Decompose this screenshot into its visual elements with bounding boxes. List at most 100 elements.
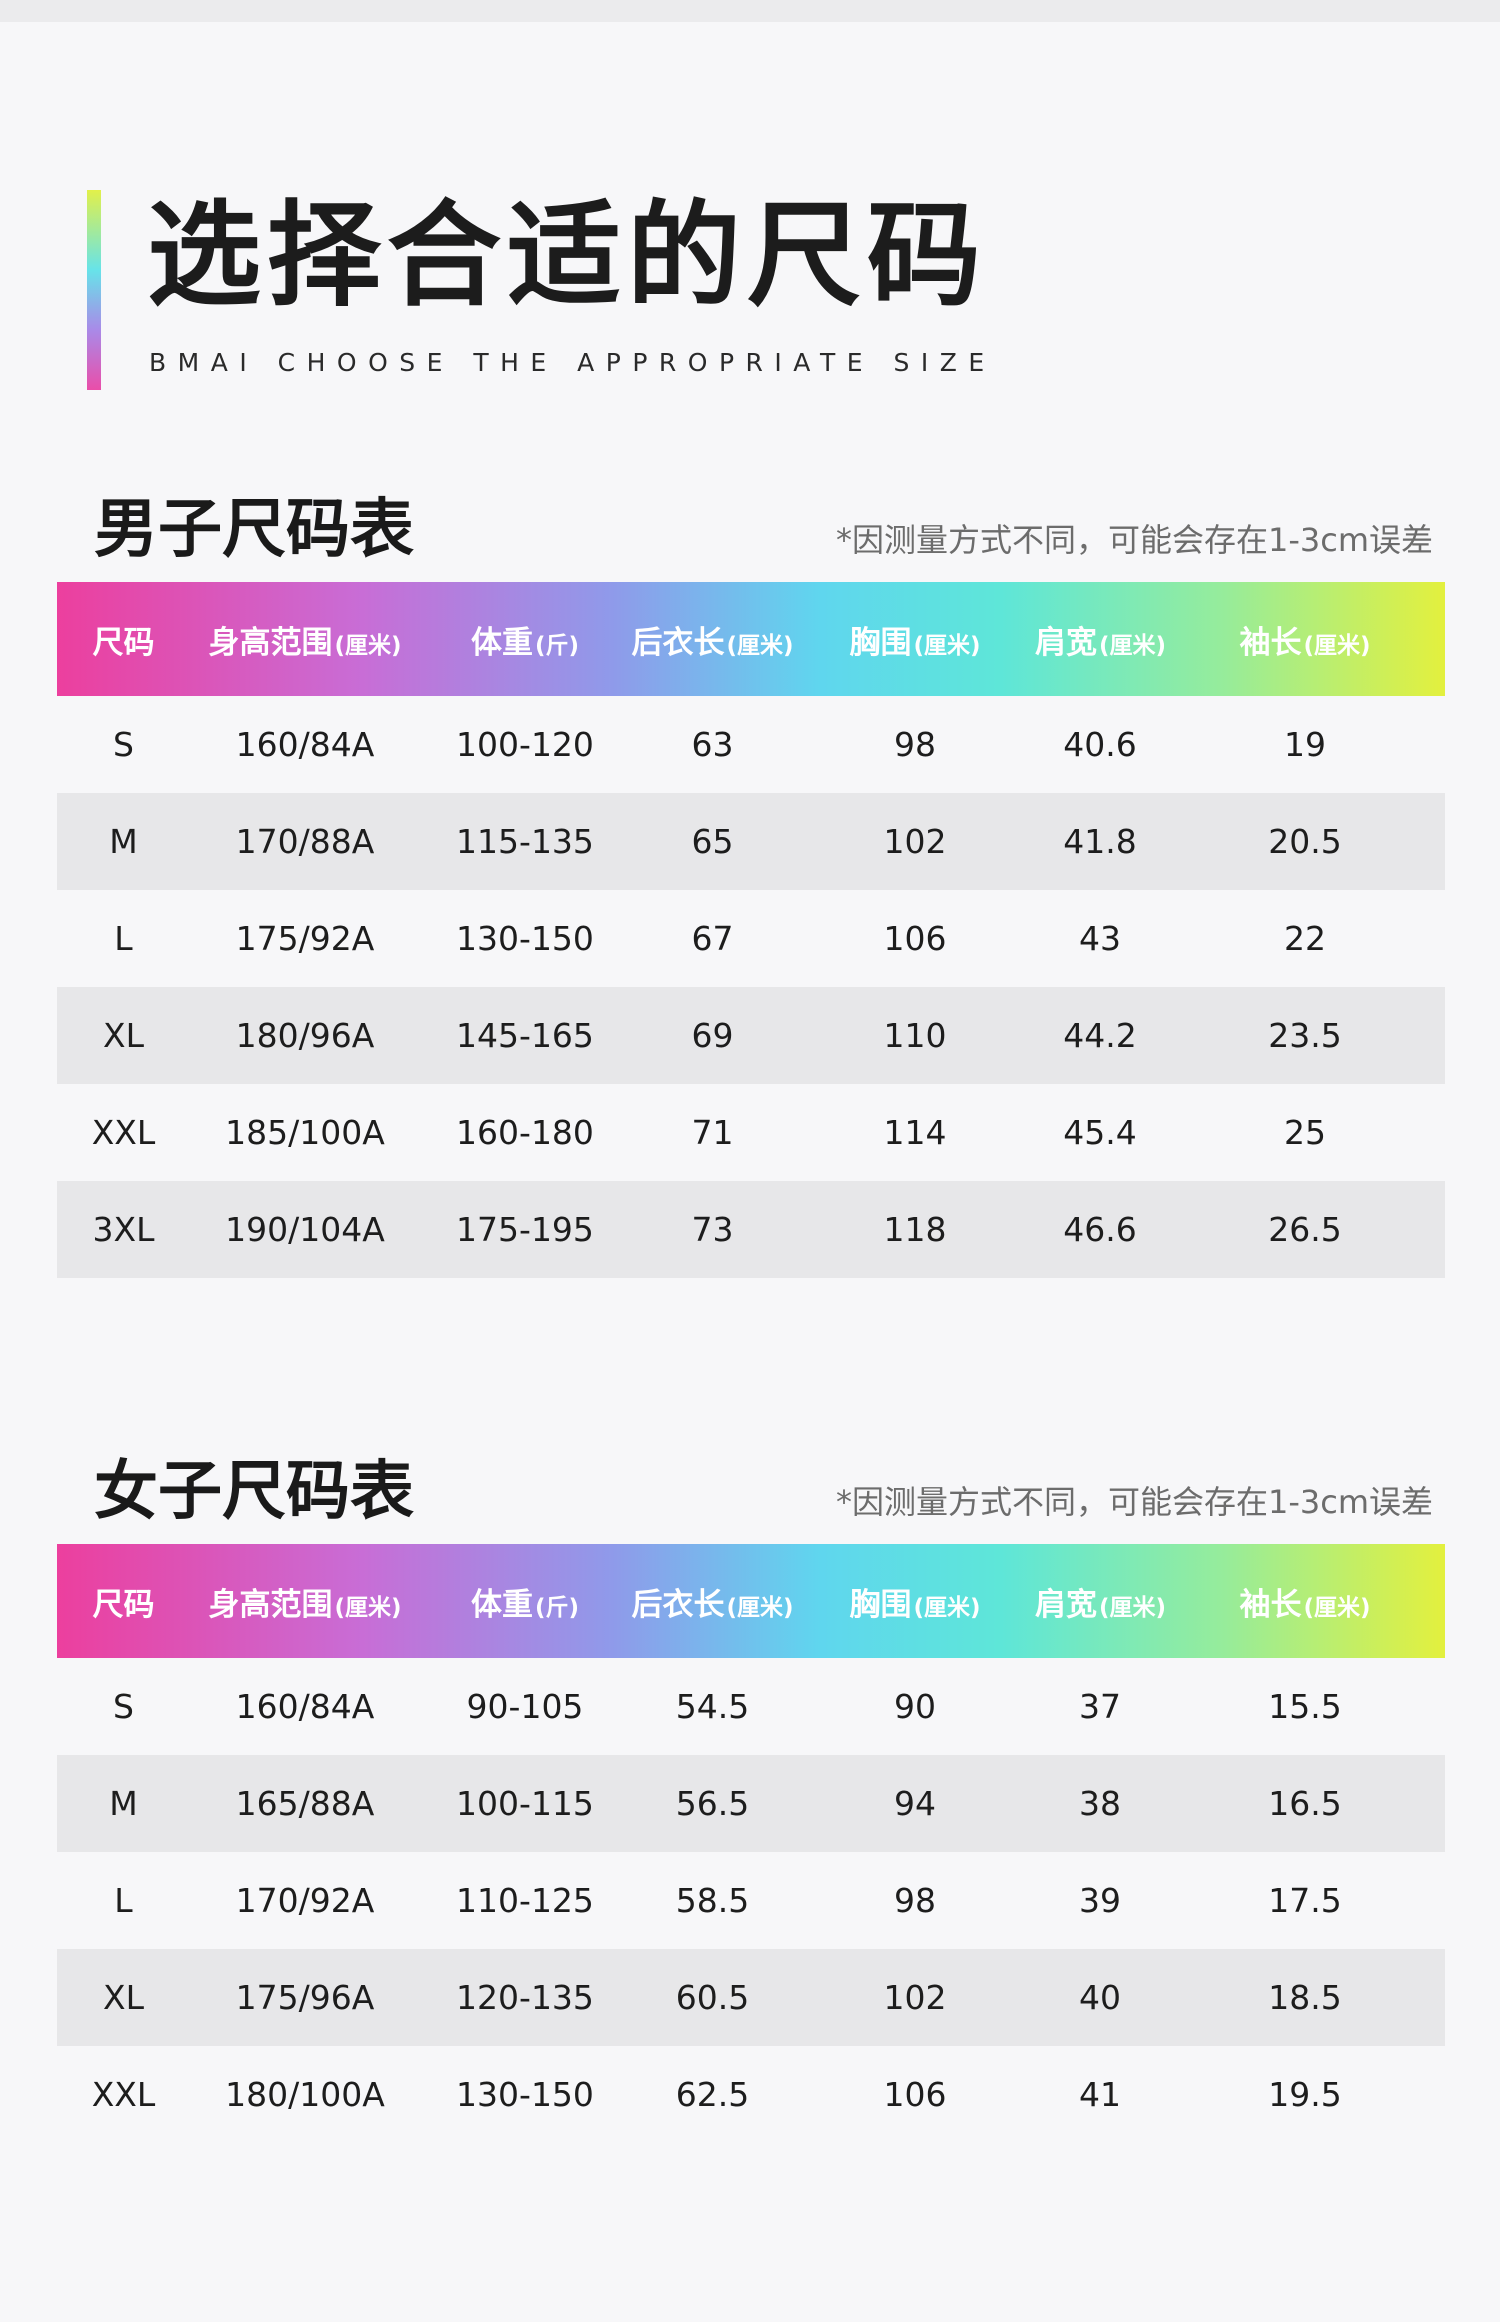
column-label: 胸围	[849, 1586, 912, 1623]
column-header: 胸围(厘米)	[795, 1579, 1035, 1624]
women-size-table: 尺码 身高范围(厘米) 体重(斤) 后衣长(厘米) 胸围(厘米) 肩宽(厘米) 袖长(厘米)…	[57, 1544, 1445, 2143]
table-cell: 58.5	[675, 1881, 750, 1920]
table-cell: 98	[894, 725, 936, 764]
column-label: 肩宽	[1035, 1586, 1097, 1623]
column-label: 肩宽	[1035, 624, 1097, 661]
table-cell: M	[109, 1784, 138, 1823]
column-unit: (厘米)	[913, 1594, 981, 1621]
table-cell: 106	[883, 2075, 947, 2114]
table-row: XXL 180/100A 130-150 62.5 106 41 19.5	[57, 2046, 1445, 2143]
table-cell: 41.8	[1063, 822, 1137, 861]
table-cell: 65	[691, 822, 734, 861]
page-heading: 选择合适的尺码 BMAI CHOOSE THE APPROPRIATE SIZE	[87, 190, 1437, 390]
column-header: 尺码	[57, 617, 190, 662]
table-cell: 160/84A	[235, 725, 375, 764]
table-cell: 46.6	[1063, 1210, 1137, 1249]
column-label: 胸围	[849, 624, 912, 661]
table-cell: L	[114, 919, 133, 958]
table-cell: 180/96A	[235, 1016, 375, 1055]
table-cell: 110	[883, 1016, 947, 1055]
column-header: 后衣长(厘米)	[630, 1579, 795, 1624]
column-label: 后衣长	[631, 624, 725, 661]
table-cell: 60.5	[675, 1978, 750, 2017]
table-cell: 130-150	[456, 919, 594, 958]
table-row: 3XL 190/104A 175-195 73 118 46.6 26.5	[57, 1181, 1445, 1278]
table-cell: 44.2	[1063, 1016, 1137, 1055]
column-label: 体重	[470, 624, 533, 661]
table-cell: 38	[1079, 1784, 1121, 1823]
table-cell: L	[114, 1881, 133, 1920]
table-cell: 100-120	[456, 725, 594, 764]
table-cell: 16.5	[1268, 1784, 1342, 1823]
table-header: 尺码 身高范围(厘米) 体重(斤) 后衣长(厘米) 胸围(厘米) 肩宽(厘米) 袖长(厘米)	[57, 1544, 1445, 1658]
table-cell: 165/88A	[235, 1784, 375, 1823]
column-label: 体重	[470, 1586, 533, 1623]
column-header: 体重(斤)	[420, 1579, 630, 1624]
table-row: M 165/88A 100-115 56.5 94 38 16.5	[57, 1755, 1445, 1852]
table-cell: 62.5	[675, 2075, 750, 2114]
table-row: M 170/88A 115-135 65 102 41.8 20.5	[57, 793, 1445, 890]
table-cell: 145-165	[456, 1016, 594, 1055]
table-cell: 110-125	[456, 1881, 594, 1920]
section-title-men: 男子尺码表	[94, 493, 414, 567]
column-label: 身高范围	[208, 624, 333, 661]
table-cell: 41	[1079, 2075, 1121, 2114]
column-header: 胸围(厘米)	[795, 617, 1035, 662]
table-cell: 22	[1284, 919, 1326, 958]
table-cell: 175/96A	[235, 1978, 375, 2017]
table-cell: XXL	[91, 1113, 156, 1152]
men-size-section: 男子尺码表 *因测量方式不同，可能会存在1-3cm误差 尺码 身高范围(厘米) 体重…	[57, 490, 1445, 1390]
table-cell: 100-115	[456, 1784, 594, 1823]
column-header: 尺码	[57, 1579, 190, 1624]
measurement-note: *因测量方式不同，可能会存在1-3cm误差	[835, 1483, 1433, 1521]
table-cell: 19.5	[1268, 2075, 1342, 2114]
table-header: 尺码 身高范围(厘米) 体重(斤) 后衣长(厘米) 胸围(厘米) 肩宽(厘米) 袖长(厘米)	[57, 582, 1445, 696]
table-cell: 40	[1079, 1978, 1121, 2017]
men-size-table: 尺码 身高范围(厘米) 体重(斤) 后衣长(厘米) 胸围(厘米) 肩宽(厘米) 袖长(厘米)…	[57, 582, 1445, 1278]
column-label: 袖长	[1239, 1586, 1302, 1623]
table-cell: 18.5	[1268, 1978, 1342, 2017]
column-label: 后衣长	[631, 1586, 725, 1623]
table-cell: 170/92A	[235, 1881, 375, 1920]
table-cell: S	[113, 1687, 134, 1726]
table-cell: 175-195	[456, 1210, 594, 1249]
table-cell: 190/104A	[225, 1210, 385, 1249]
column-unit: (厘米)	[1099, 1594, 1167, 1621]
column-label: 尺码	[92, 1586, 155, 1623]
table-cell: S	[113, 725, 134, 764]
table-row: S 160/84A 100-120 63 98 40.6 19	[57, 696, 1445, 793]
table-cell: 115-135	[456, 822, 594, 861]
table-cell: 106	[883, 919, 947, 958]
table-cell: 15.5	[1268, 1687, 1342, 1726]
table-cell: 40.6	[1063, 725, 1137, 764]
table-cell: M	[109, 822, 138, 861]
table-row: L 175/92A 130-150 67 106 43 22	[57, 890, 1445, 987]
table-cell: 39	[1079, 1881, 1121, 1920]
table-cell: XL	[103, 1978, 144, 2017]
section-title-women: 女子尺码表	[94, 1455, 414, 1529]
table-cell: 175/92A	[235, 919, 375, 958]
column-header: 身高范围(厘米)	[190, 617, 420, 662]
table-cell: 160-180	[456, 1113, 594, 1152]
table-cell: 102	[883, 1978, 947, 2017]
table-cell: 180/100A	[225, 2075, 385, 2114]
table-row: L 170/92A 110-125 58.5 98 39 17.5	[57, 1852, 1445, 1949]
column-unit: (厘米)	[913, 632, 981, 659]
column-header: 肩宽(厘米)	[1035, 1579, 1167, 1624]
table-cell: 26.5	[1268, 1210, 1342, 1249]
table-cell: 69	[691, 1016, 734, 1055]
women-size-section: 女子尺码表 *因测量方式不同，可能会存在1-3cm误差 尺码 身高范围(厘米) 体重…	[57, 1452, 1445, 2272]
column-header: 袖长(厘米)	[1165, 1579, 1445, 1624]
table-cell: 67	[691, 919, 734, 958]
table-cell: 71	[691, 1113, 734, 1152]
table-row: XXL 185/100A 160-180 71 114 45.4 25	[57, 1084, 1445, 1181]
accent-bar	[87, 190, 101, 390]
table-cell: 118	[883, 1210, 947, 1249]
column-unit: (厘米)	[1099, 632, 1167, 659]
table-cell: 98	[894, 1881, 936, 1920]
table-cell: 170/88A	[235, 822, 375, 861]
table-cell: 23.5	[1268, 1016, 1342, 1055]
table-cell: XL	[103, 1016, 144, 1055]
table-cell: 160/84A	[235, 1687, 375, 1726]
column-header: 身高范围(厘米)	[190, 1579, 420, 1624]
